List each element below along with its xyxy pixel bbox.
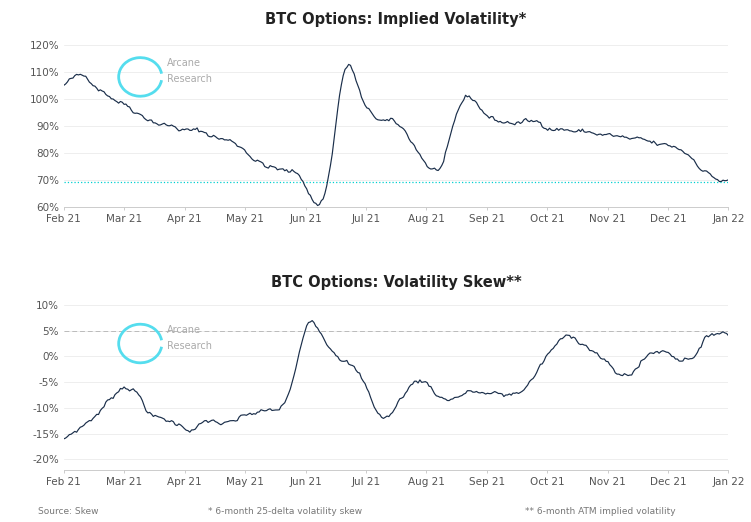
Title: BTC Options: Volatility Skew**: BTC Options: Volatility Skew** bbox=[271, 276, 521, 290]
Title: BTC Options: Implied Volatility*: BTC Options: Implied Volatility* bbox=[265, 13, 527, 27]
Text: Source: Skew: Source: Skew bbox=[38, 507, 98, 516]
Text: Arcane: Arcane bbox=[167, 58, 201, 68]
Text: Research: Research bbox=[167, 340, 212, 351]
Text: ** 6-month ATM implied volatility: ** 6-month ATM implied volatility bbox=[526, 507, 676, 516]
Text: Research: Research bbox=[167, 74, 212, 84]
Text: Arcane: Arcane bbox=[167, 325, 201, 335]
Text: * 6-month 25-delta volatility skew: * 6-month 25-delta volatility skew bbox=[208, 507, 363, 516]
